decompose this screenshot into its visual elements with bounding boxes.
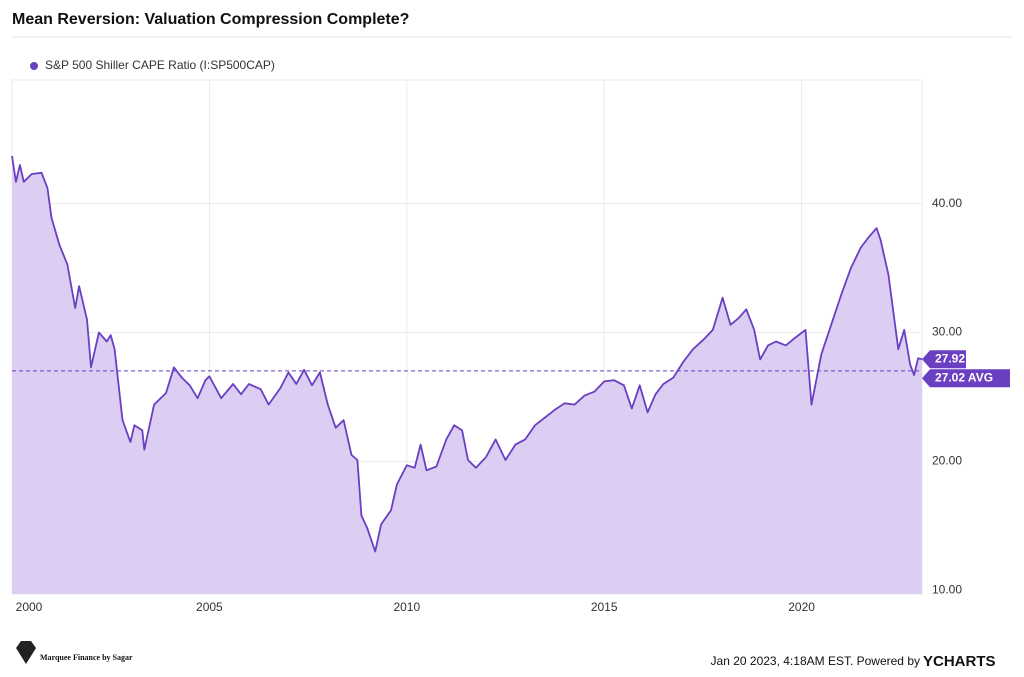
x-tick-label: 2000 bbox=[16, 600, 43, 614]
x-tick-label: 2005 bbox=[196, 600, 223, 614]
area bbox=[12, 156, 922, 594]
y-tick-label: 30.00 bbox=[932, 325, 962, 339]
last-value-tag bbox=[922, 350, 966, 369]
average-label: 27.02 AVG bbox=[935, 370, 993, 384]
legend-marker bbox=[30, 62, 38, 70]
diamond-icon bbox=[16, 641, 36, 664]
chart-title: Mean Reversion: Valuation Compression Co… bbox=[12, 11, 409, 28]
line bbox=[11, 155, 923, 553]
y-tick-label: 10.00 bbox=[932, 582, 962, 596]
x-tick-label: 2020 bbox=[788, 600, 815, 614]
last-value-label: 27.92 bbox=[935, 351, 965, 365]
legend-label: S&P 500 Shiller CAPE Ratio (I:SP500CAP) bbox=[45, 58, 275, 72]
x-tick-label: 2010 bbox=[393, 600, 420, 614]
y-tick-label: 20.00 bbox=[932, 453, 962, 467]
footer-text: Jan 20 2023, 4:18AM EST. Powered by bbox=[711, 654, 920, 668]
watermark: Marquee Finance by Sagar bbox=[16, 641, 133, 664]
y-tick-label: 40.00 bbox=[932, 196, 962, 210]
average-tag bbox=[922, 369, 1010, 388]
x-tick-label: 2015 bbox=[591, 600, 618, 614]
brand: YCHARTS bbox=[923, 653, 996, 670]
watermark-text: Marquee Finance by Sagar bbox=[40, 653, 133, 662]
